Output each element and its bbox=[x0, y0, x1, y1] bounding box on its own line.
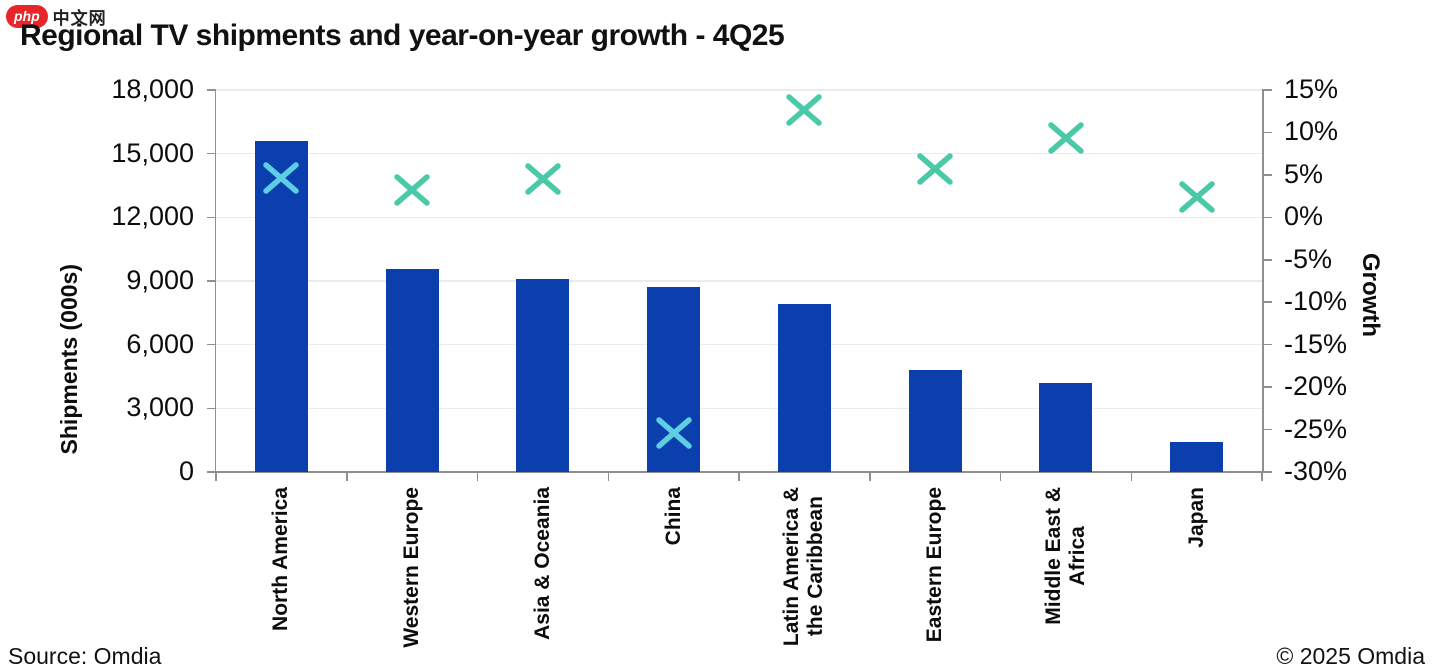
left-axis-tick-label: 3,000 bbox=[126, 392, 194, 423]
bottom-axis-tick bbox=[476, 473, 479, 481]
right-axis-tick bbox=[1262, 216, 1272, 219]
category-label: Eastern Europe bbox=[923, 487, 947, 643]
left-axis-tick bbox=[207, 407, 216, 410]
left-axis-tick bbox=[207, 280, 216, 282]
right-axis-tick-label: -15% bbox=[1284, 328, 1348, 359]
right-axis-tick bbox=[1262, 471, 1272, 473]
right-axis-tick bbox=[1262, 174, 1272, 176]
source-note: Source: Omdia bbox=[8, 643, 162, 669]
category-label: Middle East & Africa bbox=[1041, 487, 1089, 625]
right-axis-line bbox=[1262, 90, 1264, 472]
category-label: Western Europe bbox=[400, 487, 424, 648]
left-axis-line bbox=[214, 90, 216, 472]
bar-eastern-europe bbox=[908, 370, 962, 472]
left-axis-tick-label: 12,000 bbox=[111, 201, 194, 232]
left-axis-tick bbox=[207, 471, 216, 473]
right-axis-title: Growth bbox=[1357, 253, 1384, 337]
php-logo-badge: php bbox=[6, 5, 48, 28]
bottom-axis-line bbox=[214, 471, 1264, 473]
left-axis-tick-label: 6,000 bbox=[126, 328, 194, 359]
bottom-axis-tick bbox=[869, 473, 871, 481]
bar-latin-america- bbox=[777, 304, 831, 472]
growth-x-marker bbox=[655, 416, 693, 455]
copyright-note: © 2025 Omdia bbox=[1276, 643, 1425, 669]
left-axis-tick bbox=[207, 216, 216, 219]
left-axis-title: Shipments (000s) bbox=[56, 264, 82, 455]
growth-x-marker bbox=[524, 162, 562, 201]
growth-x-marker bbox=[1178, 180, 1216, 219]
growth-x-marker bbox=[785, 93, 823, 132]
right-axis-tick-label: 5% bbox=[1284, 158, 1324, 189]
bottom-axis-tick bbox=[1261, 473, 1263, 481]
right-axis-tick-label: -10% bbox=[1284, 286, 1348, 317]
growth-x-marker bbox=[1047, 121, 1085, 160]
category-label: Latin America & the Caribbean bbox=[780, 487, 828, 647]
bottom-axis-tick bbox=[607, 473, 609, 481]
gridline bbox=[216, 216, 1262, 219]
left-axis-tick bbox=[207, 343, 216, 346]
right-axis-tick-label: 0% bbox=[1284, 201, 1324, 232]
right-axis-tick bbox=[1262, 89, 1272, 91]
category-label: Japan bbox=[1184, 487, 1208, 548]
bottom-axis-tick bbox=[999, 473, 1002, 481]
category-label: North America bbox=[269, 487, 293, 631]
bar-asia-oceania bbox=[516, 278, 570, 472]
bar-north-america bbox=[254, 140, 308, 472]
right-axis-tick-label: 10% bbox=[1284, 116, 1339, 147]
right-axis-tick bbox=[1262, 343, 1272, 346]
right-axis-tick-label: -20% bbox=[1284, 371, 1348, 402]
chart-title: Regional TV shipments and year-on-year g… bbox=[20, 19, 785, 52]
bottom-axis-tick bbox=[1130, 473, 1132, 481]
gridline bbox=[216, 152, 1262, 155]
site-watermark: php 中文网 bbox=[6, 4, 107, 29]
bar-japan bbox=[1170, 442, 1224, 472]
gridline bbox=[216, 280, 1262, 282]
category-label: China bbox=[661, 487, 685, 546]
growth-x-marker bbox=[262, 161, 300, 200]
bar-middle-east- bbox=[1039, 382, 1093, 472]
gridline bbox=[216, 89, 1262, 91]
bottom-axis-tick bbox=[346, 473, 348, 481]
right-axis-tick bbox=[1262, 259, 1272, 261]
left-axis-tick-label: 15,000 bbox=[111, 137, 194, 168]
right-axis-tick bbox=[1262, 386, 1272, 388]
left-axis-tick-label: 18,000 bbox=[111, 74, 194, 104]
watermark-text: 中文网 bbox=[52, 9, 107, 28]
bottom-axis-tick bbox=[738, 473, 740, 481]
right-axis-tick bbox=[1262, 301, 1272, 303]
left-axis-tick-label: 9,000 bbox=[126, 265, 194, 295]
right-axis-tick-label: -25% bbox=[1284, 413, 1348, 444]
left-axis-tick-label: 0 bbox=[178, 456, 194, 486]
bar-china bbox=[647, 287, 701, 472]
category-label: Asia & Oceania bbox=[530, 487, 554, 640]
right-axis-tick-label: -30% bbox=[1284, 456, 1348, 486]
right-axis-tick-label: 15% bbox=[1284, 74, 1339, 104]
plot-area bbox=[207, 89, 1272, 481]
right-axis-tick-label: -5% bbox=[1284, 243, 1333, 274]
left-axis-tick bbox=[207, 89, 216, 91]
bottom-axis-tick bbox=[215, 473, 217, 481]
bar-western-europe bbox=[385, 269, 439, 472]
left-axis-tick bbox=[207, 152, 216, 155]
gridline bbox=[216, 343, 1262, 346]
growth-x-marker bbox=[916, 152, 954, 191]
right-axis-tick bbox=[1262, 428, 1272, 431]
right-axis-tick bbox=[1262, 131, 1272, 134]
growth-x-marker bbox=[393, 173, 431, 212]
gridline bbox=[216, 407, 1262, 410]
